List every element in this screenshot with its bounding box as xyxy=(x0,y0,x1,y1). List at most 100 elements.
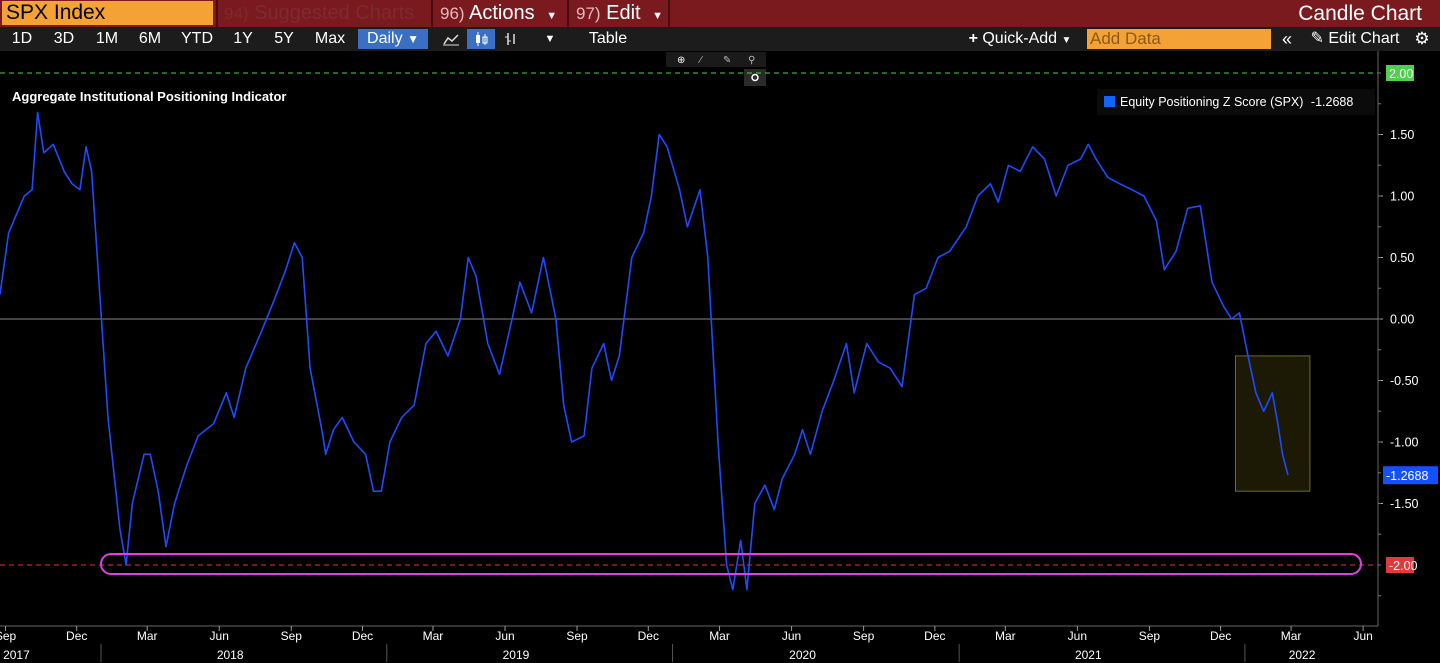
x-tick-label: Dec xyxy=(638,629,659,643)
draw-line-icon[interactable]: ∕ xyxy=(697,55,703,66)
y-tick-label: 0.00 xyxy=(1390,313,1414,327)
menu-label: Edit xyxy=(606,2,641,24)
x-tick-label: Jun xyxy=(782,629,801,643)
y-tick-label: -0.50 xyxy=(1390,374,1419,388)
crosshair-icon[interactable]: ⊕ xyxy=(677,55,685,66)
line-chart-icon[interactable] xyxy=(437,29,465,49)
ohlc-bar-icon[interactable] xyxy=(497,29,525,49)
title-separator xyxy=(668,0,670,27)
menu-number: 97) xyxy=(576,4,601,23)
reference-label-bg xyxy=(1386,65,1414,81)
chevron-down-icon: ▼ xyxy=(407,32,419,46)
annotate-icon[interactable]: ✎ xyxy=(723,55,731,66)
last-value-bg xyxy=(1383,466,1438,485)
menu-label: Suggested Charts xyxy=(254,2,415,24)
settings-dot-icon[interactable] xyxy=(751,73,759,82)
quick-add-label: Quick-Add xyxy=(982,30,1058,47)
menu-label: Actions xyxy=(469,2,535,24)
x-year-label: 2018 xyxy=(217,648,244,662)
legend[interactable]: Equity Positioning Z Score (SPX) -1.2688 xyxy=(1097,89,1375,115)
suggested-charts-menu[interactable]: 94) Suggested Charts xyxy=(224,0,414,27)
x-tick-label: Dec xyxy=(352,629,373,643)
chart-canvas: ⊕ ∕ ✎ ⚲ 2.00 -2.00 1.50 1.00 0.50 0.00 -0.50 -1… xyxy=(0,51,1440,663)
x-tick-label: Dec xyxy=(1210,629,1231,643)
edit-menu[interactable]: 97) Edit ▼ xyxy=(576,0,663,27)
edit-chart-label: Edit Chart xyxy=(1328,30,1400,47)
chevron-down-icon: ▼ xyxy=(652,10,664,22)
quick-add-button[interactable]: + Quick-Add ▼ xyxy=(958,29,1082,49)
x-year-label: 2021 xyxy=(1075,648,1102,662)
x-tick-label: Dec xyxy=(924,629,945,643)
legend-series-name: Equity Positioning Z Score (SPX) xyxy=(1120,95,1304,109)
x-tick-label: Sep xyxy=(1139,629,1161,643)
pencil-icon: ✎ xyxy=(1310,30,1324,47)
x-tick-label: Sep xyxy=(281,629,303,643)
last-value-label: -1.2688 xyxy=(1386,469,1428,483)
table-button[interactable]: Table xyxy=(588,30,628,47)
x-tick-label: Dec xyxy=(66,629,87,643)
grid-layer xyxy=(0,72,1378,566)
y-tick-label: 1.50 xyxy=(1390,128,1414,142)
range-3d-button[interactable]: 3D xyxy=(53,30,75,47)
x-tick-label: Sep xyxy=(853,629,875,643)
range-1m-button[interactable]: 1M xyxy=(95,30,119,47)
collapse-left-icon[interactable]: « xyxy=(1281,29,1292,49)
range-1y-button[interactable]: 1Y xyxy=(233,30,253,47)
menu-number: 94) xyxy=(224,4,249,23)
x-year-label: 2017 xyxy=(3,648,30,662)
legend-last-value: -1.2688 xyxy=(1310,95,1354,109)
reference-label-bg xyxy=(1386,557,1414,573)
title-separator xyxy=(431,0,433,27)
range-1d-button[interactable]: 1D xyxy=(11,30,33,47)
x-tick-label: Mar xyxy=(995,629,1016,643)
chevron-down-icon: ▼ xyxy=(1061,35,1072,46)
y-tick-label: -1.00 xyxy=(1390,436,1419,450)
title-separator xyxy=(216,0,218,27)
chevron-down-icon: ▼ xyxy=(546,10,558,22)
plus-icon: + xyxy=(968,30,978,47)
highlight-box-layer xyxy=(1235,355,1311,492)
chevron-down-icon[interactable]: ▼ xyxy=(544,33,556,45)
highlight-oval xyxy=(100,553,1362,575)
reference-label: -2.00 xyxy=(1389,559,1418,573)
add-data-input[interactable]: Add Data xyxy=(1087,29,1271,49)
range-5y-button[interactable]: 5Y xyxy=(274,30,294,47)
ticker-field[interactable]: SPX Index xyxy=(2,1,213,25)
x-tick-label: Mar xyxy=(709,629,730,643)
x-tick-label: Sep xyxy=(566,629,588,643)
chart-title: Aggregate Institutional Positioning Indi… xyxy=(12,89,287,104)
range-max-button[interactable]: Max xyxy=(314,30,346,47)
x-year-label: 2019 xyxy=(503,648,530,662)
x-tick-label: Mar xyxy=(423,629,444,643)
candle-chart-icon[interactable] xyxy=(467,29,495,49)
x-axis: Sep Dec Mar Jun Sep Dec Mar Jun Sep Dec Mar Jun Sep D… xyxy=(0,625,1378,662)
range-6m-button[interactable]: 6M xyxy=(138,30,162,47)
settings-button-bg[interactable] xyxy=(744,69,766,86)
y-tick-label: 0.50 xyxy=(1390,251,1414,265)
title-bar: SPX Index 94) Suggested Charts 96) Actio… xyxy=(0,0,1440,27)
series-layer xyxy=(0,111,1362,591)
legend-swatch xyxy=(1104,96,1115,107)
series-line-equity-positioning xyxy=(0,111,1289,591)
zoom-icon[interactable]: ⚲ xyxy=(748,55,755,66)
reference-label: 2.00 xyxy=(1389,67,1413,81)
x-tick-label: Jun xyxy=(210,629,229,643)
title-separator xyxy=(567,0,569,27)
frequency-label: Daily xyxy=(367,30,403,47)
gear-icon[interactable]: ⚙ xyxy=(1414,29,1430,48)
x-tick-label: Jun xyxy=(1353,629,1372,643)
frequency-dropdown[interactable]: Daily ▼ xyxy=(358,29,428,49)
y-tick-label: -1.50 xyxy=(1390,497,1419,511)
x-tick-label: Jun xyxy=(1068,629,1087,643)
x-tick-label: Jun xyxy=(495,629,514,643)
x-tick-label: Mar xyxy=(137,629,158,643)
highlight-box xyxy=(1235,355,1311,492)
range-ytd-button[interactable]: YTD xyxy=(181,30,213,47)
edit-chart-button[interactable]: ✎ Edit Chart xyxy=(1304,29,1406,49)
y-axis: 2.00 -2.00 1.50 1.00 0.50 0.00 -0.50 -1.00 -1.50… xyxy=(1377,51,1438,626)
drawing-tools-bar xyxy=(666,52,766,67)
chart-background xyxy=(0,51,1440,663)
x-tick-label: Sep xyxy=(0,629,16,643)
menu-number: 96) xyxy=(440,4,465,23)
actions-menu[interactable]: 96) Actions ▼ xyxy=(440,0,557,27)
